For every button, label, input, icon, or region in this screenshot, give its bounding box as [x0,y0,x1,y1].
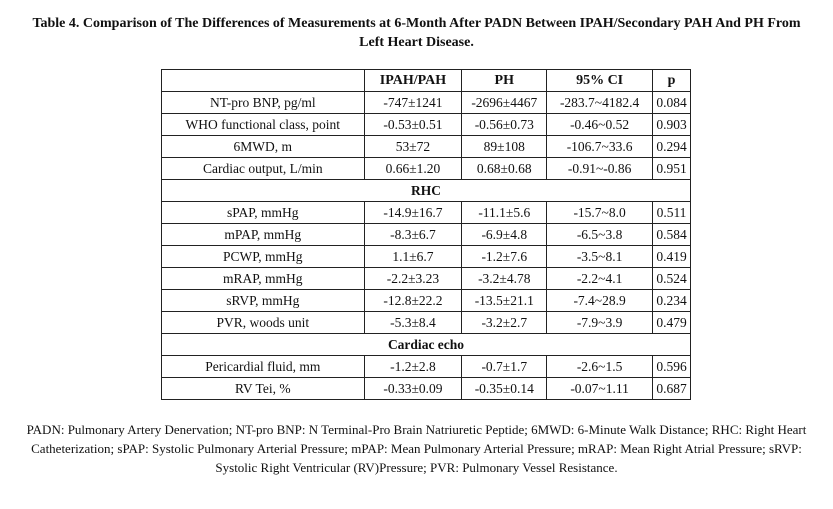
section-row: Cardiac echo [161,333,691,356]
cell-ci: -7.4~28.9 [546,289,653,312]
cell-ci: -0.91~-0.86 [546,157,653,180]
cell-ph: -2696±4467 [461,91,548,114]
row-label: PCWP, mmHg [161,245,365,268]
row-label: mPAP, mmHg [161,223,365,246]
cell-ci: -2.6~1.5 [546,355,653,378]
cell-p: 0.584 [652,223,691,246]
table-caption: Table 4. Comparison of The Differences o… [32,16,801,50]
cell-ipah: 53±72 [363,135,463,158]
cell-p: 0.234 [652,289,691,312]
cell-ipah: -747±1241 [363,91,463,114]
cell-ph: 0.68±0.68 [461,157,548,180]
cell-ipah: 0.66±1.20 [363,157,463,180]
header-cell-ipah: IPAH/PAH [363,69,463,92]
cell-ph: 89±108 [461,135,548,158]
header-cell-p: p [652,69,691,92]
cell-ipah: -1.2±2.8 [363,355,463,378]
cell-ph: -13.5±21.1 [461,289,548,312]
table-body: NT-pro BNP, pg/ml -747±1241 -2696±4467 -283… [161,91,691,400]
cell-ph: -11.1±5.6 [461,201,548,224]
cell-p: 0.419 [652,245,691,268]
table-row: mRAP, mmHg -2.2±3.23 -3.2±4.78 -2.2~4.1 0.52… [161,267,691,290]
row-label: Cardiac output, L/min [161,157,365,180]
cell-ci: -2.2~4.1 [546,267,653,290]
cell-ci: -3.5~8.1 [546,245,653,268]
cell-ci: -283.7~4182.4 [546,91,653,114]
table-row: mPAP, mmHg -8.3±6.7 -6.9±4.8 -6.5~3.8 0.584 [161,223,691,246]
cell-p: 0.511 [652,201,691,224]
cell-p: 0.596 [652,355,691,378]
cell-ph: -6.9±4.8 [461,223,548,246]
cell-ipah: 1.1±6.7 [363,245,463,268]
table-row: RV Tei, % -0.33±0.09 -0.35±0.14 -0.07~1.11 0… [161,377,691,400]
cell-ci: -0.07~1.11 [546,377,653,400]
row-label: WHO functional class, point [161,113,365,136]
cell-ph: -3.2±4.78 [461,267,548,290]
cell-ci: -15.7~8.0 [546,201,653,224]
row-label: sRVP, mmHg [161,289,365,312]
table-row: WHO functional class, point -0.53±0.51 -0.… [161,113,691,136]
header-cell-ph: PH [461,69,548,92]
table-row: sPAP, mmHg -14.9±16.7 -11.1±5.6 -15.7~8.0 0.… [161,201,691,224]
cell-ph: -0.56±0.73 [461,113,548,136]
cell-ci: -6.5~3.8 [546,223,653,246]
row-label: NT-pro BNP, pg/ml [161,91,365,114]
header-cell-ci: 95% CI [546,69,653,92]
cell-ipah: -0.53±0.51 [363,113,463,136]
table-row: sRVP, mmHg -12.8±22.2 -13.5±21.1 -7.4~28.9 0… [161,289,691,312]
cell-p: 0.951 [652,157,691,180]
table-row: Cardiac output, L/min 0.66±1.20 0.68±0.68-… [161,157,691,180]
cell-p: 0.903 [652,113,691,136]
cell-ipah: -0.33±0.09 [363,377,463,400]
cell-ph: -3.2±2.7 [461,311,548,334]
header-cell-label [161,69,365,92]
cell-ipah: -2.2±3.23 [363,267,463,290]
row-label: mRAP, mmHg [161,267,365,290]
row-label: RV Tei, % [161,377,365,400]
row-label: sPAP, mmHg [161,201,365,224]
table-row: Pericardial fluid, mm -1.2±2.8 -0.7±1.7 -2.… [161,355,691,378]
cell-p: 0.084 [652,91,691,114]
cell-ph: -0.35±0.14 [461,377,548,400]
cell-ipah: -5.3±8.4 [363,311,463,334]
cell-ci: -0.46~0.52 [546,113,653,136]
cell-ph: -0.7±1.7 [461,355,548,378]
cell-p: 0.687 [652,377,691,400]
row-label: PVR, woods unit [161,311,365,334]
cell-ph: -1.2±7.6 [461,245,548,268]
cell-ipah: -8.3±6.7 [363,223,463,246]
header-row: IPAH/PAH PH 95% CI p [161,69,691,92]
cell-p: 0.524 [652,267,691,290]
cell-p: 0.294 [652,135,691,158]
table-footnote: PADN: Pulmonary Artery Denervation; NT-p… [26,422,807,475]
cell-p: 0.479 [652,311,691,334]
cell-ci: -106.7~33.6 [546,135,653,158]
table-row: PCWP, mmHg 1.1±6.7 -1.2±7.6 -3.5~8.1 0.419 [161,245,691,268]
section-title: RHC [161,179,691,202]
row-label: Pericardial fluid, mm [161,355,365,378]
section-title: Cardiac echo [161,333,691,356]
cell-ipah: -14.9±16.7 [363,201,463,224]
table-row: 6MWD, m 53±72 89±108 -106.7~33.6 0.294 [161,135,691,158]
table-row: NT-pro BNP, pg/ml -747±1241 -2696±4467 -283… [161,91,691,114]
data-table: IPAH/PAH PH 95% CI p NT-pro BNP, pg/ml -7… [161,69,691,400]
cell-ci: -7.9~3.9 [546,311,653,334]
section-row: RHC [161,179,691,202]
cell-ipah: -12.8±22.2 [363,289,463,312]
table-row: PVR, woods unit -5.3±8.4 -3.2±2.7 -7.9~3.9 0… [161,311,691,334]
row-label: 6MWD, m [161,135,365,158]
